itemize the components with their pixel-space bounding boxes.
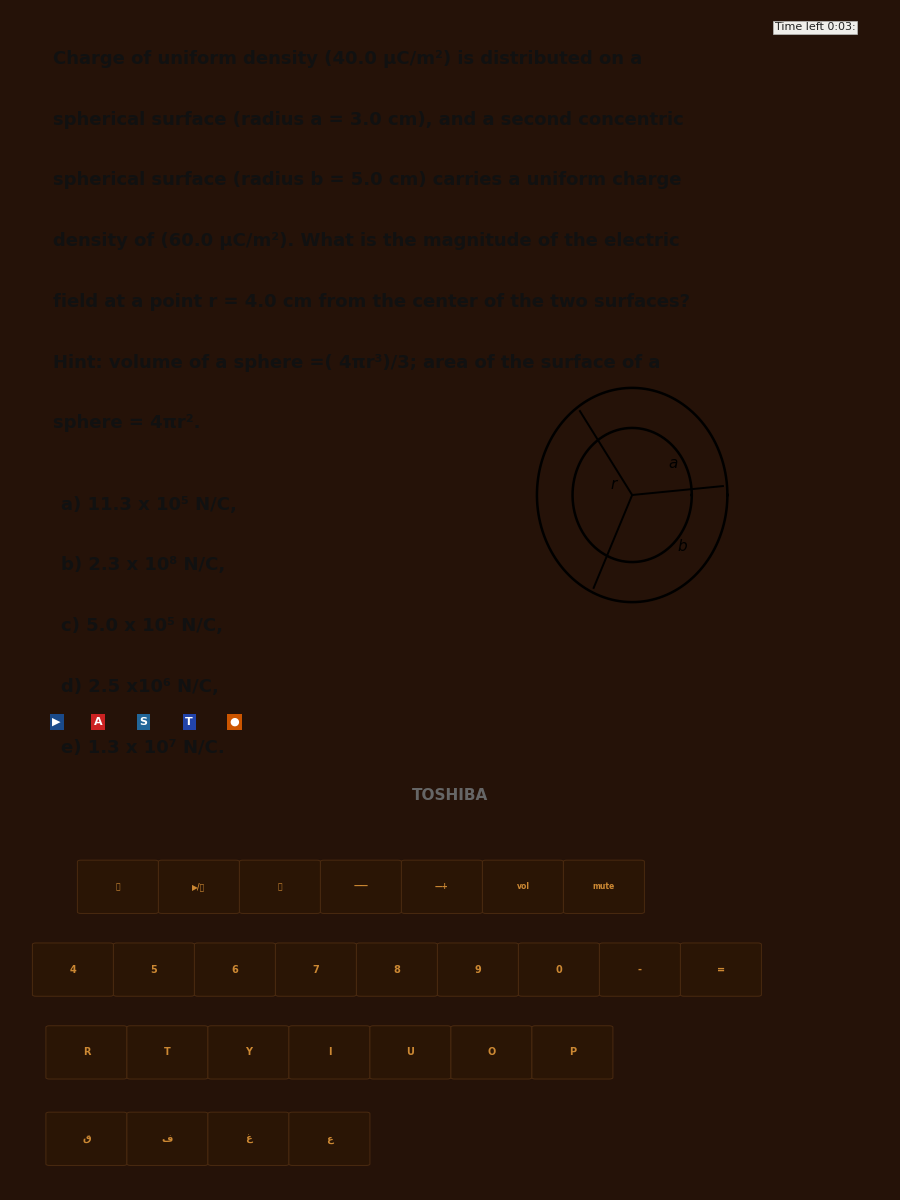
FancyBboxPatch shape [127,1026,208,1079]
FancyBboxPatch shape [275,943,356,996]
FancyBboxPatch shape [32,943,113,996]
FancyBboxPatch shape [127,1112,208,1165]
FancyBboxPatch shape [46,1112,127,1165]
FancyBboxPatch shape [320,860,401,913]
Text: b: b [677,539,687,554]
Text: A: A [94,716,103,727]
Text: ⏮: ⏮ [115,882,121,892]
FancyBboxPatch shape [46,1026,127,1079]
Text: 8: 8 [393,965,400,974]
Text: 5: 5 [150,965,158,974]
Text: ——: —— [354,882,368,892]
Text: ع: ع [326,1134,333,1144]
FancyBboxPatch shape [158,860,239,913]
Text: 7: 7 [312,965,319,974]
Text: ق: ق [82,1134,91,1144]
FancyBboxPatch shape [599,943,680,996]
FancyBboxPatch shape [437,943,518,996]
FancyBboxPatch shape [482,860,563,913]
Text: O: O [487,1048,496,1057]
Text: P: P [569,1048,576,1057]
Text: 0: 0 [555,965,562,974]
Text: r: r [611,478,617,492]
Text: R: R [83,1048,90,1057]
Text: I: I [328,1048,331,1057]
FancyBboxPatch shape [518,943,599,996]
Text: e) 1.3 x 10⁷ N/C.: e) 1.3 x 10⁷ N/C. [61,738,225,756]
Text: S: S [140,716,148,727]
Text: sphere = 4πr².: sphere = 4πr². [52,414,200,432]
Text: Hint: volume of a sphere =( 4πr³)/3; area of the surface of a: Hint: volume of a sphere =( 4πr³)/3; are… [52,354,660,372]
Text: ف: ف [162,1134,173,1144]
Text: Charge of uniform density (40.0 μC/m²) is distributed on a: Charge of uniform density (40.0 μC/m²) i… [52,50,642,68]
Text: غ: غ [245,1134,252,1144]
FancyBboxPatch shape [239,860,320,913]
Text: vol: vol [517,882,529,892]
Text: c) 5.0 x 10⁵ N/C,: c) 5.0 x 10⁵ N/C, [61,617,223,635]
FancyBboxPatch shape [208,1112,289,1165]
FancyBboxPatch shape [113,943,194,996]
Text: a: a [669,456,679,472]
Text: T: T [164,1048,171,1057]
Text: 4: 4 [69,965,76,974]
FancyBboxPatch shape [77,860,158,913]
FancyBboxPatch shape [563,860,644,913]
FancyBboxPatch shape [401,860,482,913]
Text: d) 2.5 x10⁶ N/C,: d) 2.5 x10⁶ N/C, [61,678,219,696]
Text: ▶: ▶ [52,716,61,727]
Text: U: U [407,1048,414,1057]
Text: =: = [716,965,725,974]
FancyBboxPatch shape [356,943,437,996]
FancyBboxPatch shape [451,1026,532,1079]
Text: ▶/⏸: ▶/⏸ [193,882,205,892]
Text: —+: —+ [435,882,449,892]
FancyBboxPatch shape [289,1112,370,1165]
FancyBboxPatch shape [289,1026,370,1079]
Text: Time left 0:03:: Time left 0:03: [775,23,856,32]
Text: b) 2.3 x 10⁸ N/C,: b) 2.3 x 10⁸ N/C, [61,557,225,575]
Text: ⏭: ⏭ [277,882,283,892]
Text: T: T [185,716,193,727]
Text: spherical surface (radius a = 3.0 cm), and a second concentric: spherical surface (radius a = 3.0 cm), a… [52,110,683,128]
Text: ●: ● [230,716,239,727]
Text: -: - [638,965,642,974]
Text: spherical surface (radius b = 5.0 cm) carries a uniform charge: spherical surface (radius b = 5.0 cm) ca… [52,172,681,190]
FancyBboxPatch shape [370,1026,451,1079]
Text: density of (60.0 μC/m²). What is the magnitude of the electric: density of (60.0 μC/m²). What is the mag… [52,232,680,250]
Text: Y: Y [245,1048,252,1057]
FancyBboxPatch shape [680,943,761,996]
Text: mute: mute [593,882,615,892]
Text: 6: 6 [231,965,239,974]
Text: field at a point r = 4.0 cm from the center of the two surfaces?: field at a point r = 4.0 cm from the cen… [52,293,689,311]
FancyBboxPatch shape [532,1026,613,1079]
Text: 9: 9 [474,965,482,974]
FancyBboxPatch shape [194,943,275,996]
Text: TOSHIBA: TOSHIBA [412,788,488,803]
FancyBboxPatch shape [208,1026,289,1079]
Text: a) 11.3 x 10⁵ N/C,: a) 11.3 x 10⁵ N/C, [61,496,237,514]
